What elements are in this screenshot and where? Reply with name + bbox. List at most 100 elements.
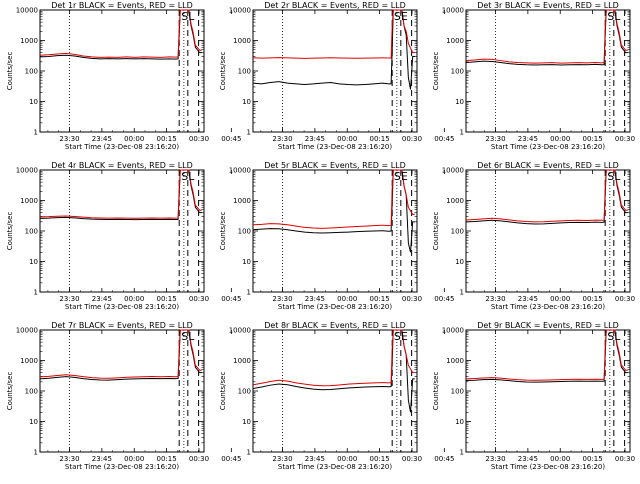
y-tick-label: 10000 bbox=[229, 7, 251, 15]
y-axis-label: Counts/sec bbox=[432, 52, 440, 91]
y-tick-label: 100 bbox=[25, 68, 38, 76]
state-flag-label: SL bbox=[181, 330, 195, 343]
x-tick-label: 00:00 bbox=[124, 295, 144, 303]
y-tick-label: 1 bbox=[34, 129, 38, 137]
y-tick-label: 1000 bbox=[446, 357, 464, 365]
panel-det-5: Det 5r BLACK = Events, RED = LLD 1 10 100 10… bbox=[219, 161, 454, 311]
series-line-lld bbox=[252, 9, 415, 59]
x-axis-label: Start Time (23-Dec-08 23:16:20) bbox=[491, 143, 605, 151]
panel-title: Det 8r BLACK = Events, RED = LLD bbox=[264, 321, 406, 330]
panel-title: Det 7r BLACK = Events, RED = LLD bbox=[51, 321, 193, 330]
x-tick-label: 00:45 bbox=[434, 455, 454, 463]
y-tick-label: 100 bbox=[238, 228, 251, 236]
x-tick-label: 23:45 bbox=[92, 455, 112, 463]
panel-title: Det 3r BLACK = Events, RED = LLD bbox=[477, 1, 619, 10]
y-axis-label: Counts/sec bbox=[219, 212, 227, 251]
y-axis-label: Counts/sec bbox=[432, 372, 440, 411]
x-tick-label: 00:30 bbox=[189, 135, 209, 143]
series-line-lld bbox=[39, 9, 202, 58]
x-tick-label: 23:30 bbox=[59, 455, 79, 463]
y-axis-label: Counts/sec bbox=[432, 212, 440, 251]
x-tick-label: 00:15 bbox=[370, 295, 390, 303]
y-tick-label: 1 bbox=[34, 449, 38, 457]
x-tick-label: 00:00 bbox=[124, 135, 144, 143]
y-tick-label: 100 bbox=[238, 68, 251, 76]
series-line-lld bbox=[465, 9, 628, 64]
y-axis-label: Counts/sec bbox=[6, 52, 14, 91]
y-tick-label: 1 bbox=[247, 289, 251, 297]
x-tick-label: 23:30 bbox=[59, 295, 79, 303]
x-axis-label: Start Time (23-Dec-08 23:16:20) bbox=[491, 303, 605, 311]
y-tick-label: 1000 bbox=[233, 357, 251, 365]
x-axis-label: Start Time (23-Dec-08 23:16:20) bbox=[65, 463, 179, 471]
series-line-events bbox=[465, 9, 628, 66]
y-tick-label: 1 bbox=[460, 289, 464, 297]
x-tick-label: 00:00 bbox=[550, 135, 570, 143]
state-flag-label: SE bbox=[394, 170, 408, 183]
x-axis-label: Start Time (23-Dec-08 23:16:20) bbox=[65, 303, 179, 311]
series-line-events bbox=[252, 169, 415, 253]
y-tick-label: 1000 bbox=[233, 197, 251, 205]
state-flag-label: SL bbox=[607, 330, 621, 343]
x-axis-label: Start Time (23-Dec-08 23:16:20) bbox=[491, 463, 605, 471]
y-axis-label: Counts/sec bbox=[6, 212, 14, 251]
x-tick-label: 00:45 bbox=[221, 455, 241, 463]
x-tick-label: 00:15 bbox=[157, 295, 177, 303]
panel-det-9: Det 9r BLACK = Events, RED = LLD 1 10 100 10… bbox=[432, 321, 635, 471]
y-tick-label: 10 bbox=[29, 258, 38, 266]
panel-det-2: Det 2r BLACK = Events, RED = LLD 1 10 100 10… bbox=[219, 1, 454, 151]
series-line-events bbox=[39, 169, 202, 221]
x-tick-label: 00:00 bbox=[550, 295, 570, 303]
y-tick-label: 1000 bbox=[20, 197, 38, 205]
series-line-lld bbox=[39, 329, 202, 379]
x-tick-label: 00:30 bbox=[615, 295, 635, 303]
series-line-events bbox=[465, 169, 628, 225]
x-tick-label: 00:30 bbox=[189, 455, 209, 463]
state-flag-label: SE bbox=[394, 330, 408, 343]
x-tick-label: 00:30 bbox=[402, 455, 422, 463]
state-flag-label: SL bbox=[181, 10, 195, 23]
y-axis-label: Counts/sec bbox=[219, 372, 227, 411]
x-tick-label: 00:15 bbox=[583, 135, 603, 143]
y-tick-label: 10 bbox=[455, 98, 464, 106]
panel-det-1: Det 1r BLACK = Events, RED = LLD 1 10 100 10… bbox=[6, 1, 241, 151]
x-tick-label: 23:45 bbox=[518, 295, 538, 303]
y-tick-label: 1000 bbox=[20, 37, 38, 45]
state-flag-label: SE bbox=[394, 10, 408, 23]
panel-det-8: Det 8r BLACK = Events, RED = LLD 1 10 100 10… bbox=[219, 321, 454, 471]
series-line-events bbox=[252, 9, 415, 90]
y-axis-label: Counts/sec bbox=[6, 372, 14, 411]
x-tick-label: 23:45 bbox=[92, 295, 112, 303]
x-tick-label: 23:30 bbox=[272, 135, 292, 143]
y-tick-label: 100 bbox=[451, 388, 464, 396]
panel-det-6: Det 6r BLACK = Events, RED = LLD 1 10 100 10… bbox=[432, 161, 635, 311]
series-line-events bbox=[252, 329, 415, 413]
x-tick-label: 00:30 bbox=[402, 135, 422, 143]
y-tick-label: 10 bbox=[455, 418, 464, 426]
x-tick-label: 23:30 bbox=[272, 295, 292, 303]
x-tick-label: 00:00 bbox=[337, 295, 357, 303]
x-axis-label: Start Time (23-Dec-08 23:16:20) bbox=[278, 303, 392, 311]
x-tick-label: 00:30 bbox=[615, 455, 635, 463]
x-tick-label: 23:30 bbox=[485, 455, 505, 463]
state-flag-label: SL bbox=[607, 10, 621, 23]
x-tick-label: 00:15 bbox=[157, 135, 177, 143]
x-tick-label: 23:45 bbox=[92, 135, 112, 143]
x-tick-label: 23:45 bbox=[518, 455, 538, 463]
y-tick-label: 10 bbox=[242, 98, 251, 106]
x-tick-label: 00:45 bbox=[221, 295, 241, 303]
y-tick-label: 10000 bbox=[442, 7, 464, 15]
x-tick-label: 23:45 bbox=[305, 455, 325, 463]
panel-title: Det 2r BLACK = Events, RED = LLD bbox=[264, 1, 406, 10]
x-tick-label: 00:00 bbox=[337, 135, 357, 143]
panel-title: Det 5r BLACK = Events, RED = LLD bbox=[264, 161, 406, 170]
y-tick-label: 10000 bbox=[16, 327, 38, 335]
x-tick-label: 00:15 bbox=[583, 295, 603, 303]
y-tick-label: 10000 bbox=[442, 327, 464, 335]
y-tick-label: 10 bbox=[242, 418, 251, 426]
state-flag-label: SL bbox=[607, 170, 621, 183]
x-tick-label: 23:30 bbox=[485, 295, 505, 303]
y-tick-label: 10 bbox=[242, 258, 251, 266]
